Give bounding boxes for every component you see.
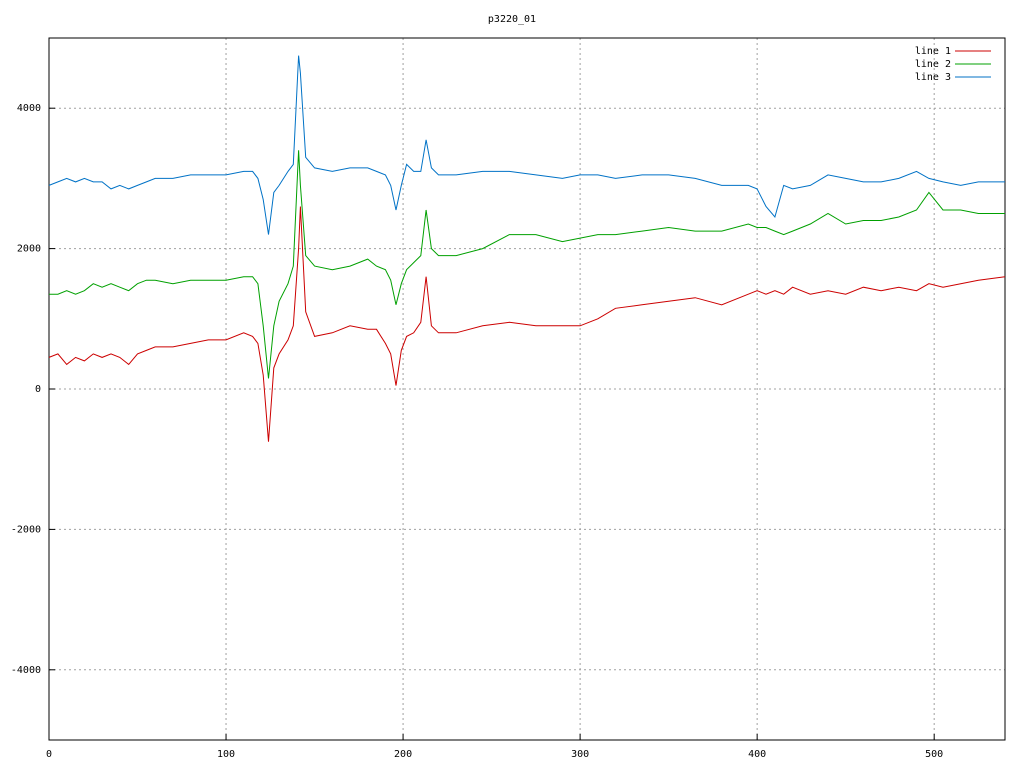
y-tick-label: 4000 bbox=[17, 103, 41, 114]
legend-label: line 1 bbox=[915, 46, 951, 57]
chart-title: p3220_01 bbox=[488, 14, 536, 25]
x-tick-label: 100 bbox=[217, 749, 235, 760]
y-tick-label: 2000 bbox=[17, 244, 41, 255]
x-tick-label: 400 bbox=[748, 749, 766, 760]
plot-border bbox=[48, 37, 1006, 741]
y-tick-label: 0 bbox=[35, 384, 41, 395]
x-tick-label: 500 bbox=[925, 749, 943, 760]
x-tick-label: 200 bbox=[394, 749, 412, 760]
y-tick-label: -4000 bbox=[11, 665, 41, 676]
y-tick-label: -2000 bbox=[11, 524, 41, 535]
data-line bbox=[49, 150, 1005, 379]
x-tick-label: 0 bbox=[46, 749, 52, 760]
legend-label: line 2 bbox=[915, 59, 951, 70]
legend-label: line 3 bbox=[915, 72, 951, 83]
data-line bbox=[48, 206, 1006, 442]
x-tick-label: 300 bbox=[571, 749, 589, 760]
data-line bbox=[48, 55, 1005, 235]
